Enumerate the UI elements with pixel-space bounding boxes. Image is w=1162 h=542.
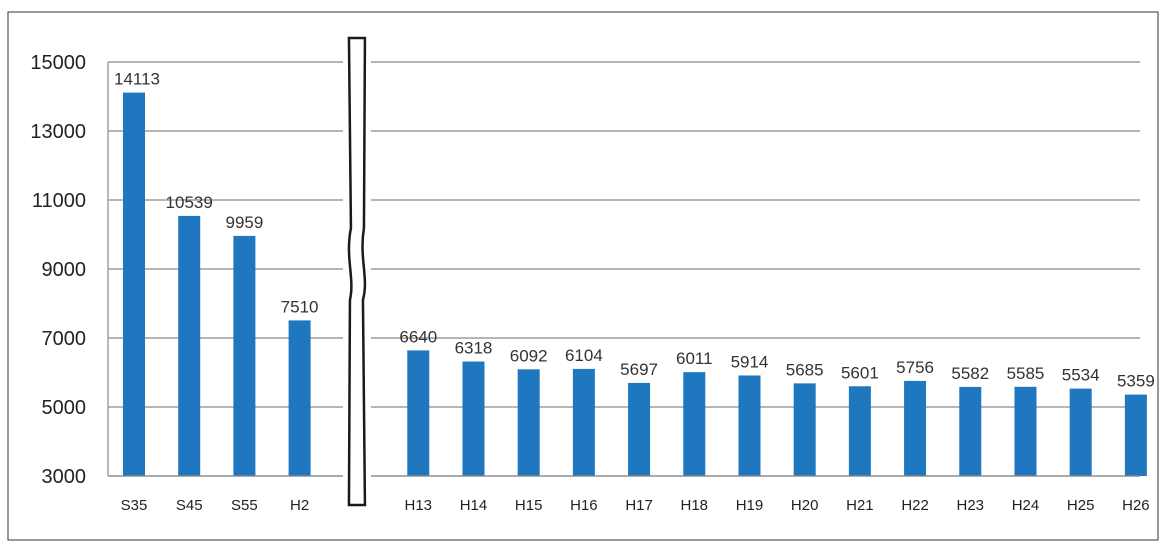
data-label: 5914 [731,352,769,371]
bars-group [123,92,1147,477]
y-tick-label: 11000 [32,190,86,212]
data-label: 5582 [951,364,989,383]
bar-h25 [1069,388,1092,476]
gridlines [108,61,1140,477]
data-label: 7510 [281,297,319,316]
data-label: 5697 [620,360,658,379]
y-tick-label: 9000 [42,259,87,281]
data-label: 6640 [399,327,437,346]
data-label: 5756 [896,358,934,377]
x-tick-label: H18 [681,497,709,514]
bar-h18 [683,372,706,476]
bar-h23 [959,386,982,476]
data-label: 6011 [676,349,713,368]
data-label: 10539 [166,193,213,212]
bar-h16 [572,368,595,476]
x-tick-label: H21 [846,497,874,514]
y-axis: 3000 5000 7000 9000 11000 13000 15000 [30,52,109,488]
x-tick-label: H15 [515,497,543,514]
x-tick-label: H16 [570,497,598,514]
bar-h22 [904,380,927,476]
y-tick-label: 7000 [42,328,87,350]
data-label: 5685 [786,360,824,379]
axis-break-marker [342,36,371,507]
bar-h19 [738,375,761,476]
x-tick-label: H26 [1122,497,1150,514]
data-label: 6092 [510,346,548,365]
chart-frame [7,11,1159,541]
y-tick-label: 13000 [30,121,86,143]
x-tick-label: S55 [231,497,258,514]
y-tick-label: 3000 [42,466,87,488]
data-label: 5359 [1117,372,1155,391]
data-label: 9959 [225,213,263,232]
data-label: 14113 [114,70,160,89]
data-label: 5601 [841,363,879,382]
bar-h24 [1014,386,1037,476]
bar-h26 [1124,394,1147,476]
x-tick-label: H17 [625,497,653,514]
bar-h20 [793,383,816,476]
bar-s45 [178,215,201,477]
x-tick-label: H23 [957,497,985,514]
x-tick-label: H19 [736,497,764,514]
x-tick-label: H20 [791,497,819,514]
x-tick-label: H22 [901,497,929,514]
bar-s55 [233,235,256,476]
x-tick-label: H13 [405,497,433,514]
x-tick-label: H2 [290,497,309,514]
data-label: 6318 [455,339,493,358]
data-label: 5585 [1007,364,1045,383]
y-tick-label: 15000 [30,52,86,74]
data-labels: 14113 10539 9959 7510 6640 6318 6092 6104 5697 60… [114,70,1155,391]
x-tick-label: H25 [1067,497,1095,514]
bar-h13 [407,350,430,476]
bar-h15 [517,369,540,476]
y-tick-label: 5000 [42,397,87,419]
bar-h2 [288,320,311,476]
data-label: 6104 [565,346,603,365]
bar-h17 [628,382,651,476]
bar-s35 [123,92,145,476]
x-axis: S35 S45 S55 H2 H13 H14 H15 H16 H17 H18 H19 H20 H21 H2… [108,475,1150,514]
bar-h14 [462,361,485,476]
axis-break-shape [347,36,367,507]
x-tick-label: H24 [1012,497,1040,514]
x-tick-label: S45 [176,497,203,514]
bar-h21 [848,386,871,476]
data-label: 5534 [1062,366,1100,385]
x-tick-label: S35 [121,497,148,514]
x-tick-label: H14 [460,497,488,514]
